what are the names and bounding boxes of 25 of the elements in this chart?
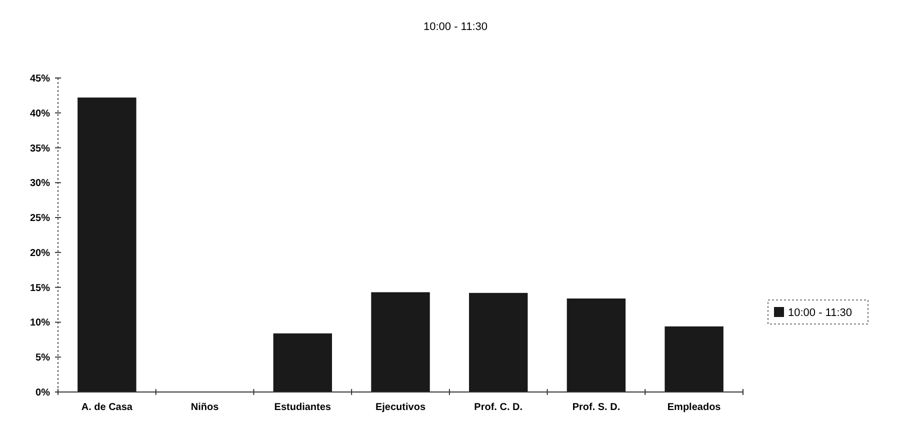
bar	[371, 292, 430, 392]
y-tick-label: 45%	[30, 74, 50, 84]
y-tick-label: 0%	[36, 388, 50, 398]
y-tick-label: 15%	[30, 282, 50, 294]
y-tick-label: 10%	[30, 318, 50, 329]
legend-label: 10:00 - 11:30	[788, 306, 852, 319]
y-tick-label: 30%	[30, 178, 50, 190]
x-tick-label: Niños	[190, 402, 220, 413]
x-tick-label: Prof. C. D.	[474, 402, 523, 413]
x-tick-label: Estudiantes	[274, 402, 332, 413]
chart-title: 10:00 - 11:30	[423, 21, 488, 33]
x-tick-label: Ejecutivos	[375, 402, 426, 413]
bar	[78, 98, 136, 392]
y-tick-label: 35%	[30, 143, 50, 154]
bar	[469, 292, 528, 392]
bar	[566, 298, 626, 392]
y-tick-label: 5%	[36, 352, 50, 364]
x-tick-label: A. de Casa	[81, 402, 133, 413]
bar	[664, 326, 724, 392]
y-tick-label: 25%	[30, 213, 50, 224]
x-tick-label: Empleados	[667, 402, 722, 413]
y-tick-label: 40%	[30, 108, 50, 120]
y-tick-label: 20%	[30, 248, 50, 259]
bar	[273, 333, 332, 392]
x-tick-label: Prof. S. D.	[572, 402, 620, 413]
